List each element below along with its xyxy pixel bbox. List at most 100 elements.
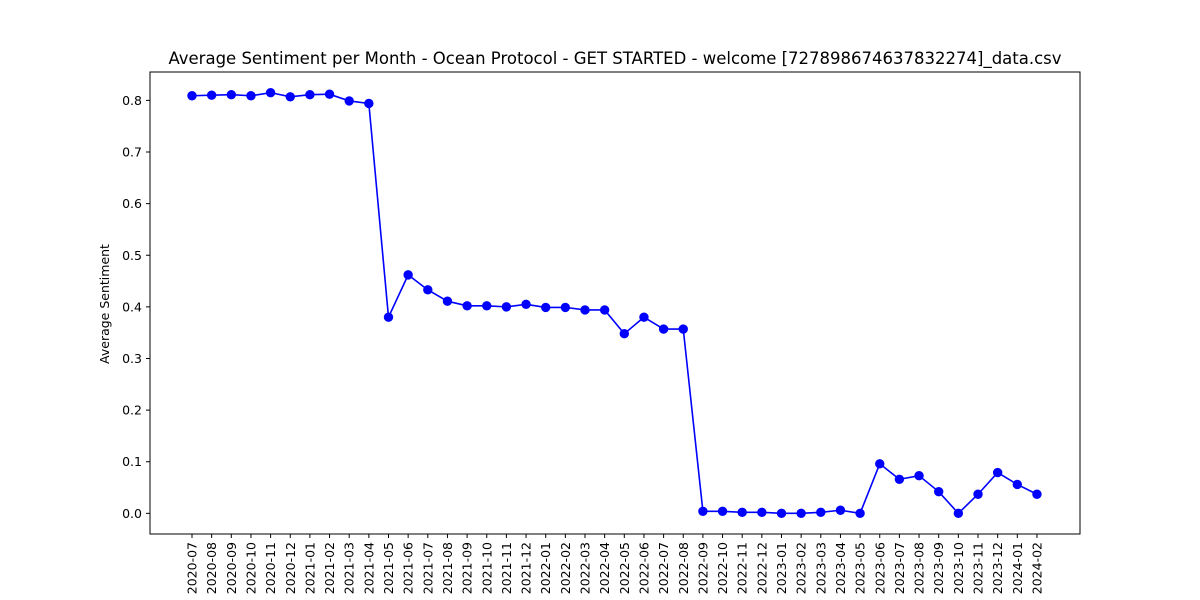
y-axis-label: Average Sentiment [97, 244, 112, 364]
x-tick-label: 2023-07 [892, 542, 907, 594]
data-point [953, 508, 964, 519]
y-tick-label: 0.3 [122, 351, 142, 366]
data-point [521, 299, 531, 309]
data-point [1012, 479, 1022, 490]
x-tick-label: 2021-02 [322, 542, 337, 594]
data-point [875, 459, 885, 469]
data-point [816, 507, 826, 518]
x-tick-label: 2023-09 [931, 542, 946, 594]
data-point [285, 92, 295, 102]
x-tick-label: 2022-03 [578, 542, 593, 594]
data-point [265, 87, 276, 98]
x-tick-label: 2021-01 [302, 542, 317, 594]
x-tick-label: 2023-05 [853, 542, 868, 594]
data-point [894, 474, 905, 484]
x-tick-label: 2022-12 [754, 542, 769, 594]
data-point [992, 467, 1003, 478]
data-point [187, 91, 197, 101]
x-tick-label: 2021-08 [440, 542, 455, 594]
data-point [206, 90, 217, 100]
x-tick-label: 2021-05 [381, 542, 396, 594]
x-tick-label: 2021-04 [361, 542, 376, 594]
x-tick-label: 2021-07 [420, 542, 435, 594]
data-point [698, 506, 708, 516]
y-tick-label: 0.4 [122, 299, 142, 314]
x-tick-label: 2022-08 [676, 542, 691, 594]
data-point [934, 486, 944, 497]
data-point [639, 312, 649, 322]
x-tick-label: 2020-11 [263, 542, 278, 594]
x-tick-label: 2024-02 [1029, 542, 1044, 594]
data-point [305, 90, 315, 100]
data-point [462, 301, 472, 311]
data-point [658, 324, 669, 334]
data-point [737, 507, 747, 518]
data-point [246, 91, 256, 101]
data-point [1032, 489, 1042, 499]
y-tick-label: 0.8 [122, 93, 142, 108]
x-tick-label: 2023-08 [912, 542, 927, 594]
x-tick-label: 2022-07 [656, 542, 671, 594]
x-tick-label: 2021-10 [479, 542, 494, 594]
x-tick-label: 2021-03 [342, 542, 357, 594]
data-point [717, 506, 728, 516]
x-tick-label: 2020-07 [185, 542, 200, 594]
data-point [580, 305, 590, 315]
x-tick-label: 2020-08 [204, 542, 219, 594]
series-line [191, 91, 1038, 515]
data-point [973, 489, 983, 499]
data-point [914, 470, 924, 481]
data-point [442, 296, 453, 306]
x-tick-label: 2022-10 [715, 542, 730, 594]
y-tick-label: 0.5 [122, 248, 142, 263]
x-tick-label: 2023-06 [872, 542, 887, 594]
x-tick-label: 2023-02 [794, 542, 809, 594]
y-tick-label: 0.1 [122, 454, 142, 469]
x-tick-label: 2022-09 [695, 542, 710, 594]
x-tick-label: 2022-11 [735, 542, 750, 594]
y-tick-label: 0.0 [122, 506, 142, 521]
x-tick-label: 2022-02 [558, 542, 573, 594]
data-point [226, 90, 237, 100]
x-tick-label: 2023-11 [971, 542, 986, 594]
data-point [855, 508, 865, 519]
plot-frame [149, 71, 1081, 535]
x-tick-label: 2023-10 [951, 542, 966, 594]
chart-title: Average Sentiment per Month - Ocean Prot… [168, 49, 1061, 69]
x-tick-label: 2023-04 [833, 542, 848, 594]
x-tick-label: 2021-11 [499, 542, 514, 594]
data-point [757, 507, 767, 518]
data-point [835, 505, 846, 515]
data-point [364, 98, 374, 109]
data-point [619, 329, 629, 339]
y-tick-label: 0.2 [122, 403, 142, 418]
data-point [541, 302, 551, 313]
data-point [383, 312, 394, 322]
data-point [776, 508, 787, 519]
data-point [796, 508, 806, 519]
data-point [324, 89, 335, 99]
x-tick-label: 2022-01 [538, 542, 553, 594]
x-tick-label: 2022-06 [636, 542, 651, 594]
y-tick-label: 0.6 [122, 196, 142, 211]
x-tick-label: 2023-12 [990, 542, 1005, 594]
x-tick-label: 2020-12 [283, 542, 298, 594]
x-tick-label: 2022-04 [597, 542, 612, 594]
data-point [560, 302, 571, 313]
x-tick-label: 2023-03 [813, 542, 828, 594]
x-tick-label: 2024-01 [1010, 542, 1025, 594]
plot-area: 0.0 0.1 0.2 0.3 0.4 0.5 0.6 0.7 0.8 2020-07 2020-0… [122, 71, 1081, 594]
x-tick-label: 2021-06 [401, 542, 416, 594]
x-tick-label: 2023-01 [774, 542, 789, 594]
data-point [599, 305, 610, 315]
data-point [482, 301, 492, 311]
data-point [501, 302, 512, 312]
x-tick-label: 2021-12 [519, 542, 534, 594]
x-tick-label: 2022-05 [617, 542, 632, 594]
data-point [403, 270, 413, 280]
data-point [344, 96, 354, 106]
x-tick-label: 2020-09 [224, 542, 239, 594]
data-point [678, 324, 688, 334]
x-tick-label: 2020-10 [243, 542, 258, 594]
